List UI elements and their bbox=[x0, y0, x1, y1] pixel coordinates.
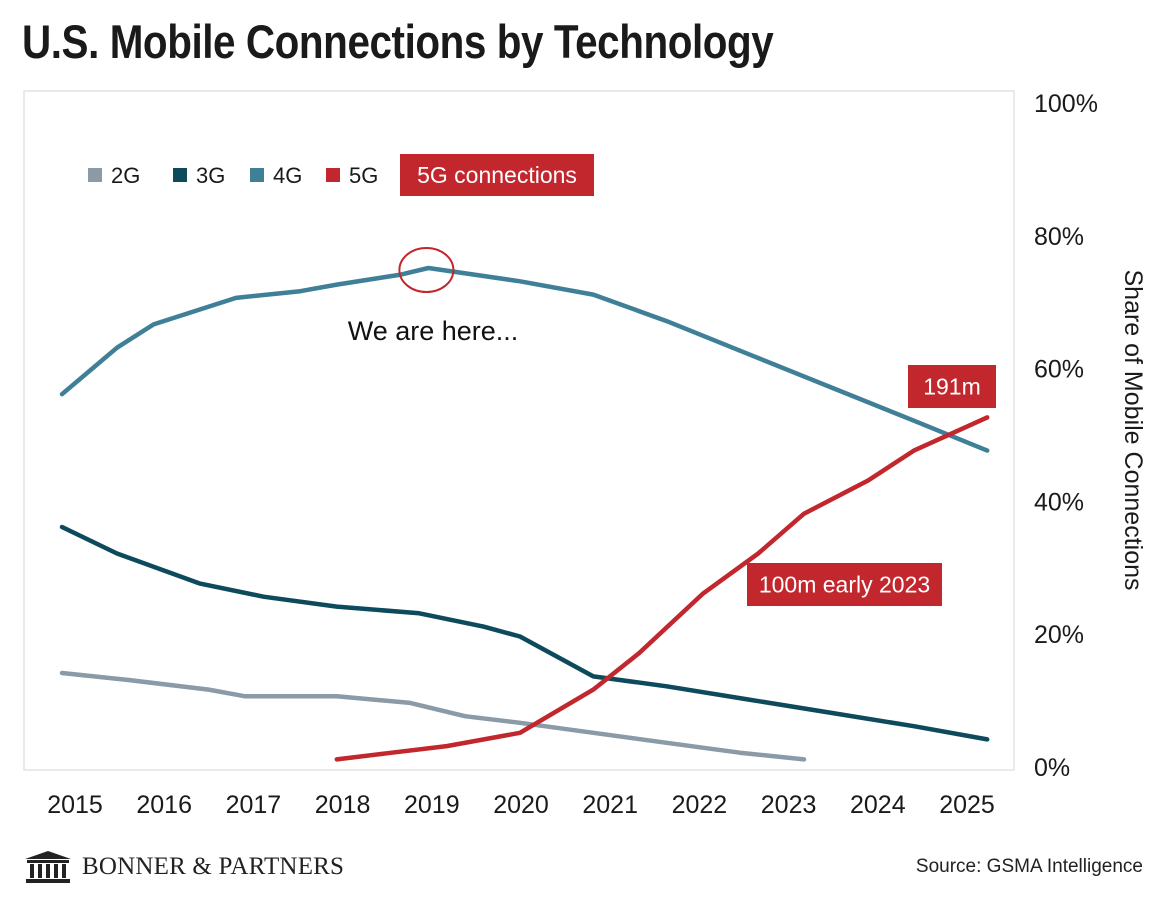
highlight-circle bbox=[398, 247, 455, 293]
page-title: U.S. Mobile Connections by Technology bbox=[22, 15, 774, 68]
y-axis: 0% 20% 40% 60% 80% 100% bbox=[1034, 90, 1098, 782]
legend-swatch-5g bbox=[326, 168, 340, 182]
x-axis: 2015 2016 2017 2018 2019 2020 2021 2022 2023 2024… bbox=[47, 791, 995, 819]
x-tick-label: 2019 bbox=[404, 791, 460, 819]
annotation-box bbox=[400, 154, 594, 196]
y-tick-label: 60% bbox=[1034, 356, 1084, 384]
plot-frame bbox=[23, 90, 1015, 771]
series-line-3g bbox=[59, 524, 990, 742]
x-tick-label: 2025 bbox=[939, 791, 995, 819]
x-tick-label: 2022 bbox=[672, 791, 728, 819]
series-line-4g bbox=[59, 265, 990, 453]
y-tick-label: 40% bbox=[1034, 488, 1084, 516]
y-tick-label: 20% bbox=[1034, 621, 1084, 649]
legend-label-2g: 2G bbox=[111, 163, 140, 188]
legend-swatch-3g bbox=[173, 168, 187, 182]
y-tick-label: 0% bbox=[1034, 754, 1070, 782]
annotation-we-are-here: We are here... bbox=[348, 316, 519, 346]
annotation-box bbox=[747, 563, 942, 606]
annotations: 5G connections We are here... 100m early 2… bbox=[348, 154, 996, 606]
legend: 2G 3G 4G 5G bbox=[88, 163, 378, 188]
x-tick-label: 2020 bbox=[493, 791, 549, 819]
x-tick-label: 2021 bbox=[582, 791, 638, 819]
pillars-icon bbox=[25, 851, 71, 883]
y-tick-label: 80% bbox=[1034, 223, 1084, 251]
x-tick-label: 2024 bbox=[850, 791, 906, 819]
series-line-2g bbox=[59, 670, 807, 762]
annotation-label: 100m early 2023 bbox=[759, 572, 930, 598]
legend-label-5g: 5G bbox=[349, 163, 378, 188]
annotation-label: 5G connections bbox=[417, 162, 577, 188]
legend-swatch-2g bbox=[88, 168, 102, 182]
x-tick-label: 2015 bbox=[47, 791, 103, 819]
y-tick-label: 100% bbox=[1034, 90, 1098, 118]
y-axis-label: Share of Mobile Connections bbox=[1119, 269, 1147, 590]
legend-swatch-4g bbox=[250, 168, 264, 182]
source-note: Source: GSMA Intelligence bbox=[915, 856, 1143, 877]
x-tick-label: 2016 bbox=[136, 791, 192, 819]
brand-name: BONNER & PARTNERS bbox=[82, 853, 345, 880]
x-tick-label: 2017 bbox=[226, 791, 282, 819]
annotation-box bbox=[908, 365, 996, 408]
x-tick-label: 2018 bbox=[315, 791, 371, 819]
brand-logo: BONNER & PARTNERS bbox=[24, 850, 344, 884]
x-tick-label: 2023 bbox=[761, 791, 817, 819]
series-line-5g bbox=[334, 415, 990, 762]
legend-label-4g: 4G bbox=[273, 163, 302, 188]
legend-label-3g: 3G bbox=[196, 163, 225, 188]
annotation-label: 191m bbox=[923, 374, 981, 400]
series-lines bbox=[59, 247, 990, 762]
